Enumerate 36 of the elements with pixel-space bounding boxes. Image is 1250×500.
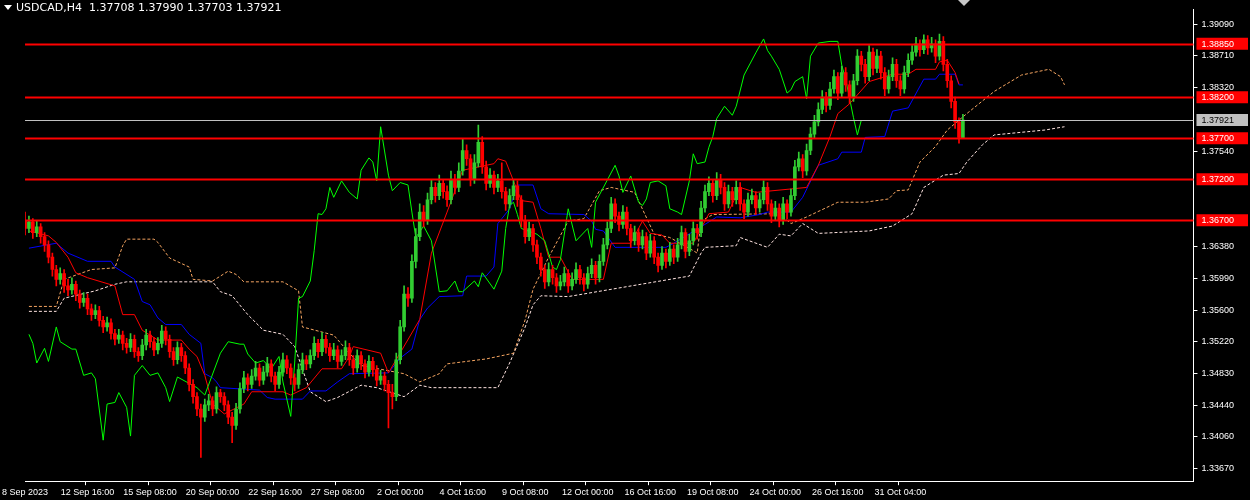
- x-tick-label: 4 Oct 16:00: [439, 487, 486, 498]
- x-tick-label: 12 Sep 16:00: [60, 487, 115, 498]
- x-tick-label: 20 Sep 00:00: [185, 487, 240, 498]
- ref-line-label: 1.38200: [1201, 92, 1235, 103]
- ref-line-label: 1.37700: [1201, 133, 1235, 144]
- x-tick-label: 15 Sep 08:00: [123, 487, 177, 498]
- ref-line-label: 1.37200: [1201, 174, 1235, 185]
- x-tick-label: 9 Oct 08:00: [501, 487, 549, 498]
- y-tick-label: 1.36380: [1201, 241, 1235, 252]
- ref-line-label: 1.38850: [1201, 38, 1235, 49]
- y-tick-label: 1.33670: [1201, 463, 1235, 474]
- x-tick-label: 8 Sep 2023: [2, 487, 49, 498]
- chart-title: USDCAD,H4 1.37708 1.37990 1.37703 1.37921: [16, 1, 282, 14]
- y-tick-label: 1.39090: [1201, 18, 1235, 29]
- y-tick-label: 1.34830: [1201, 368, 1235, 379]
- line-series: [28, 68, 1066, 383]
- x-tick-label: 2 Oct 00:00: [376, 487, 424, 498]
- ref-line-label: 1.37921: [1201, 115, 1235, 126]
- x-tick-label: 12 Oct 00:00: [561, 487, 614, 498]
- y-tick-label: 1.34060: [1201, 431, 1235, 442]
- x-tick-label: 24 Oct 00:00: [749, 487, 802, 498]
- y-tick-label: 1.35220: [1201, 336, 1235, 347]
- y-tick-label: 1.35990: [1201, 273, 1235, 284]
- y-tick-label: 1.38710: [1201, 49, 1235, 60]
- y-tick-label: 1.37540: [1201, 145, 1235, 156]
- line-series: [28, 126, 1066, 403]
- y-tick-label: 1.34440: [1201, 400, 1235, 411]
- y-tick-label: 1.38320: [1201, 81, 1235, 92]
- x-tick-label: 31 Oct 04:00: [874, 487, 927, 498]
- x-tick-label: 27 Sep 08:00: [310, 487, 365, 498]
- x-tick-label: 16 Oct 16:00: [624, 487, 677, 498]
- x-tick-label: 26 Oct 16:00: [812, 487, 864, 498]
- x-tick-label: 19 Oct 08:00: [687, 487, 739, 498]
- y-tick-label: 1.35600: [1201, 305, 1235, 316]
- ref-line-label: 1.36700: [1201, 215, 1235, 226]
- x-tick-label: 22 Sep 16:00: [248, 487, 302, 498]
